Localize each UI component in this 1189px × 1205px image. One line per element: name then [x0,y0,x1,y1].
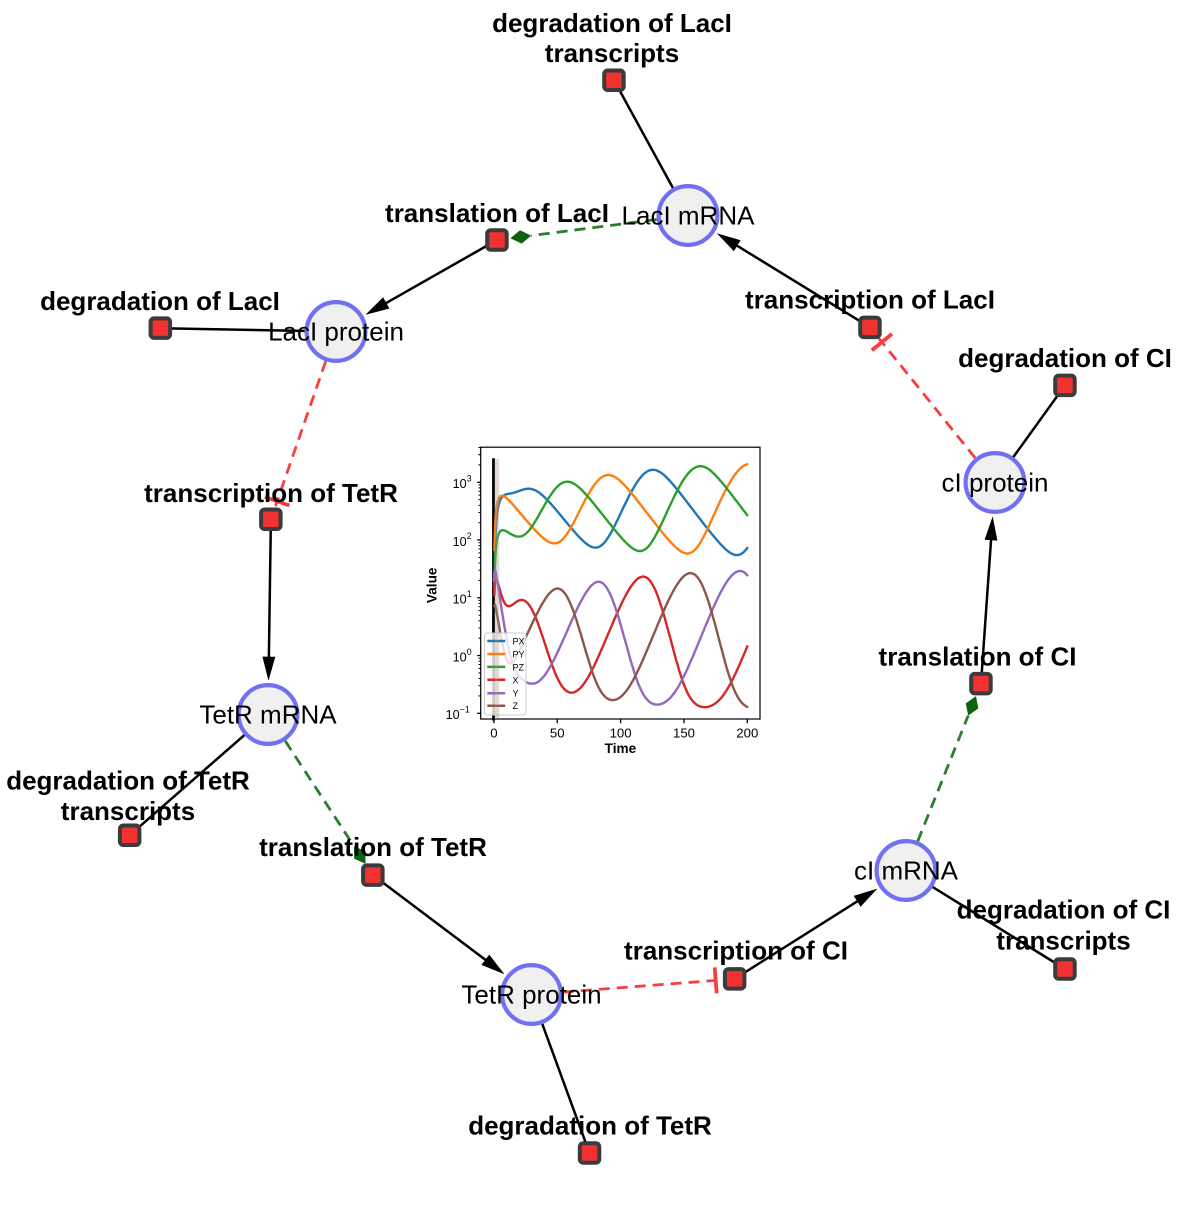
svg-text:50: 50 [550,725,565,740]
svg-text:10: 10 [453,593,467,607]
svg-text:Z: Z [513,701,519,711]
svg-text:degradation of CI: degradation of CI [957,895,1171,925]
svg-text:Y: Y [513,689,519,699]
svg-text:10: 10 [453,535,467,549]
svg-text:TetR protein: TetR protein [461,980,601,1010]
svg-text:cI mRNA: cI mRNA [854,856,959,886]
svg-text:transcription of CI: transcription of CI [624,936,848,966]
svg-text:transcripts: transcripts [61,796,195,826]
svg-text:PY: PY [513,650,525,660]
svg-text:2: 2 [467,531,472,541]
svg-text:PZ: PZ [513,662,525,672]
svg-text:degradation of TetR: degradation of TetR [468,1111,712,1141]
svg-text:degradation of TetR: degradation of TetR [6,766,250,796]
svg-text:cI protein: cI protein [942,468,1049,498]
svg-text:LacI protein: LacI protein [268,317,404,347]
svg-text:TetR mRNA: TetR mRNA [199,700,337,730]
svg-text:degradation of LacI: degradation of LacI [492,8,732,38]
svg-text:translation of LacI: translation of LacI [385,198,609,228]
svg-text:200: 200 [736,725,758,740]
svg-text:transcripts: transcripts [996,926,1130,956]
svg-text:degradation of CI: degradation of CI [958,343,1172,373]
svg-text:10: 10 [453,477,467,491]
svg-text:X: X [513,675,519,685]
svg-text:transcription of LacI: transcription of LacI [745,285,995,315]
svg-text:150: 150 [673,725,695,740]
svg-text:3: 3 [467,474,472,484]
svg-text:transcription of TetR: transcription of TetR [144,478,398,508]
svg-text:translation of TetR: translation of TetR [259,832,487,862]
svg-text:translation of CI: translation of CI [879,642,1077,672]
svg-text:−1: −1 [460,705,470,715]
svg-text:0: 0 [490,725,497,740]
svg-text:10: 10 [453,650,467,664]
svg-text:100: 100 [610,725,632,740]
svg-text:Value: Value [425,567,440,603]
svg-text:Time: Time [605,741,637,756]
svg-text:1: 1 [467,589,472,599]
svg-text:LacI mRNA: LacI mRNA [622,201,756,231]
svg-text:10: 10 [446,708,460,722]
svg-text:degradation of LacI: degradation of LacI [40,286,280,316]
svg-text:transcripts: transcripts [545,38,679,68]
svg-text:PX: PX [513,637,525,647]
svg-text:0: 0 [467,647,472,657]
